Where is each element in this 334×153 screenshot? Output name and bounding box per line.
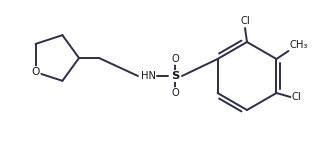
Text: O: O <box>171 54 179 64</box>
Text: CH₃: CH₃ <box>290 40 308 50</box>
Text: Cl: Cl <box>292 92 301 102</box>
Text: O: O <box>31 67 40 77</box>
Text: O: O <box>171 88 179 98</box>
Text: HN: HN <box>141 71 156 81</box>
Text: S: S <box>171 71 179 81</box>
Text: Cl: Cl <box>240 16 250 26</box>
